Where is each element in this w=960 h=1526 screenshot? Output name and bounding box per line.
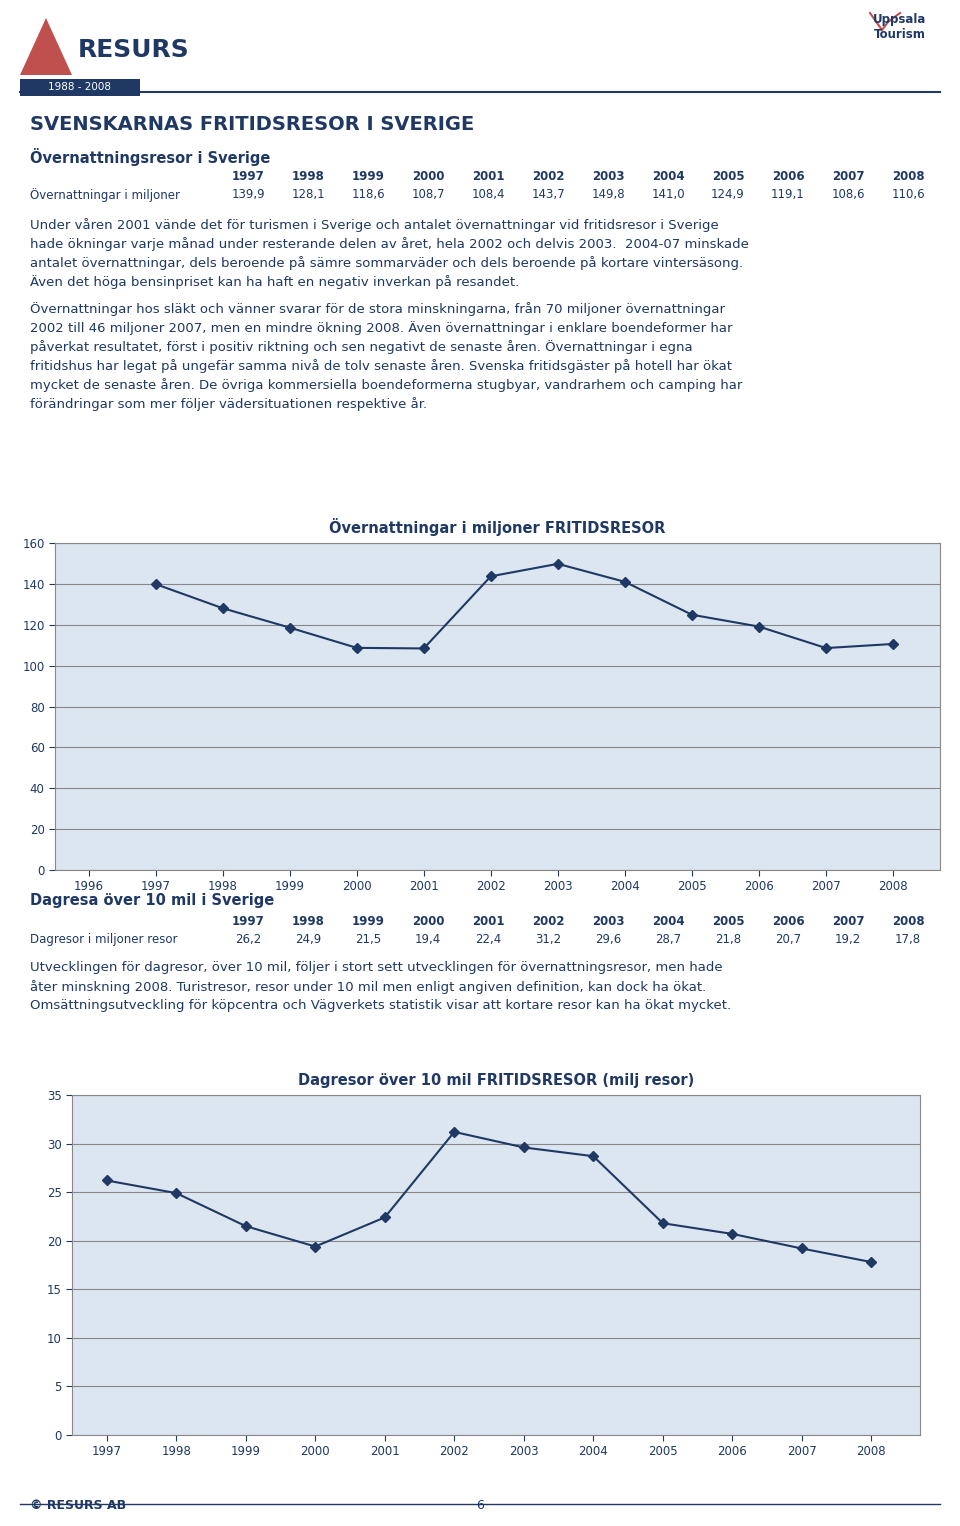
Bar	[20, 79, 140, 96]
Text: 19,2: 19,2	[835, 932, 861, 946]
Text: 108,6: 108,6	[831, 188, 865, 201]
Text: 2007: 2007	[831, 916, 864, 928]
Text: 1998: 1998	[292, 916, 324, 928]
Text: 2003: 2003	[591, 916, 624, 928]
Title: Övernattningar i miljoner FRITIDSRESOR: Övernattningar i miljoner FRITIDSRESOR	[329, 519, 665, 536]
Title: Dagresor över 10 mil FRITIDSRESOR (milj resor): Dagresor över 10 mil FRITIDSRESOR (milj …	[298, 1073, 694, 1088]
Text: 2002 till 46 miljoner 2007, men en mindre ökning 2008. Även övernattningar i enk: 2002 till 46 miljoner 2007, men en mindr…	[30, 320, 732, 336]
Text: Övernattningar hos släkt och vänner svarar för de stora minskningarna, från 70 m: Övernattningar hos släkt och vänner svar…	[30, 302, 725, 316]
Text: 2001: 2001	[471, 169, 504, 183]
Text: 24,9: 24,9	[295, 932, 322, 946]
Text: fritidshus har legat på ungefär samma nivå de tolv senaste åren. Svenska fritids: fritidshus har legat på ungefär samma ni…	[30, 359, 732, 372]
Text: förändringar som mer följer vädersituationen respektive år.: förändringar som mer följer vädersituati…	[30, 397, 427, 410]
Text: Även det höga bensinpriset kan ha haft en negativ inverkan på resandet.: Även det höga bensinpriset kan ha haft e…	[30, 275, 519, 288]
Text: 1997: 1997	[231, 916, 264, 928]
Text: 21,5: 21,5	[355, 932, 381, 946]
Text: 2006: 2006	[772, 916, 804, 928]
Text: 2001: 2001	[471, 916, 504, 928]
Text: Omsättningsutveckling för köpcentra och Vägverkets statistik visar att kortare r: Omsättningsutveckling för köpcentra och …	[30, 1000, 732, 1012]
Text: 2007: 2007	[831, 169, 864, 183]
Text: 2000: 2000	[412, 169, 444, 183]
Text: 108,4: 108,4	[471, 188, 505, 201]
Text: påverkat resultatet, först i positiv riktning och sen negativt de senaste åren. : påverkat resultatet, först i positiv rik…	[30, 340, 692, 354]
Text: 2006: 2006	[772, 169, 804, 183]
Text: 19,4: 19,4	[415, 932, 442, 946]
Text: 110,6: 110,6	[891, 188, 924, 201]
Text: 21,8: 21,8	[715, 932, 741, 946]
Text: 143,7: 143,7	[531, 188, 564, 201]
Text: 119,1: 119,1	[771, 188, 804, 201]
Text: antalet övernattningar, dels beroende på sämre sommarväder och dels beroende på : antalet övernattningar, dels beroende på…	[30, 256, 743, 270]
Text: Tourism: Tourism	[874, 27, 926, 41]
Text: 20,7: 20,7	[775, 932, 801, 946]
Text: 2008: 2008	[892, 916, 924, 928]
Text: 6: 6	[476, 1499, 484, 1512]
Text: 2000: 2000	[412, 916, 444, 928]
Text: 149,8: 149,8	[591, 188, 625, 201]
Text: 26,2: 26,2	[235, 932, 261, 946]
Text: Övernattningar i miljoner: Övernattningar i miljoner	[30, 188, 180, 201]
Text: 2003: 2003	[591, 169, 624, 183]
Text: 2004: 2004	[652, 169, 684, 183]
Text: 29,6: 29,6	[595, 932, 621, 946]
Text: 2002: 2002	[532, 169, 564, 183]
Text: Utvecklingen för dagresor, över 10 mil, följer i stort sett utvecklingen för öve: Utvecklingen för dagresor, över 10 mil, …	[30, 961, 723, 974]
Text: 2005: 2005	[711, 169, 744, 183]
Text: hade ökningar varje månad under resterande delen av året, hela 2002 och delvis 2: hade ökningar varje månad under resteran…	[30, 237, 749, 250]
Text: mycket de senaste åren. De övriga kommersiella boendeformerna stugbyar, vandrarh: mycket de senaste åren. De övriga kommer…	[30, 378, 742, 392]
Text: 2005: 2005	[711, 916, 744, 928]
Text: 2008: 2008	[892, 169, 924, 183]
Text: Uppsala: Uppsala	[874, 14, 926, 26]
Text: 2002: 2002	[532, 916, 564, 928]
Text: 1999: 1999	[351, 916, 384, 928]
Text: 124,9: 124,9	[711, 188, 745, 201]
Text: 28,7: 28,7	[655, 932, 681, 946]
Text: Under våren 2001 vände det för turismen i Sverige och antalet övernattningar vid: Under våren 2001 vände det för turismen …	[30, 218, 719, 232]
Text: 1997: 1997	[231, 169, 264, 183]
Text: © RESURS AB: © RESURS AB	[30, 1499, 126, 1512]
Text: 1999: 1999	[351, 169, 384, 183]
Text: 141,0: 141,0	[651, 188, 684, 201]
Text: åter minskning 2008. Turistresor, resor under 10 mil men enligt angiven definiti: åter minskning 2008. Turistresor, resor …	[30, 980, 707, 993]
Text: 118,6: 118,6	[351, 188, 385, 201]
Text: 1998: 1998	[292, 169, 324, 183]
Polygon shape	[20, 18, 72, 75]
Text: RESURS: RESURS	[78, 38, 190, 63]
Text: 1988 - 2008: 1988 - 2008	[49, 82, 111, 92]
Text: 128,1: 128,1	[291, 188, 324, 201]
Text: 2004: 2004	[652, 916, 684, 928]
Text: 31,2: 31,2	[535, 932, 561, 946]
Text: Dagresa över 10 mil i Sverige: Dagresa över 10 mil i Sverige	[30, 893, 275, 908]
Text: 22,4: 22,4	[475, 932, 501, 946]
Text: Övernattningsresor i Sverige: Övernattningsresor i Sverige	[30, 148, 271, 166]
Text: Dagresor i miljoner resor: Dagresor i miljoner resor	[30, 932, 178, 946]
Text: 17,8: 17,8	[895, 932, 921, 946]
Text: 108,7: 108,7	[411, 188, 444, 201]
Text: SVENSKARNAS FRITIDSRESOR I SVERIGE: SVENSKARNAS FRITIDSRESOR I SVERIGE	[30, 114, 474, 134]
Text: 139,9: 139,9	[231, 188, 265, 201]
